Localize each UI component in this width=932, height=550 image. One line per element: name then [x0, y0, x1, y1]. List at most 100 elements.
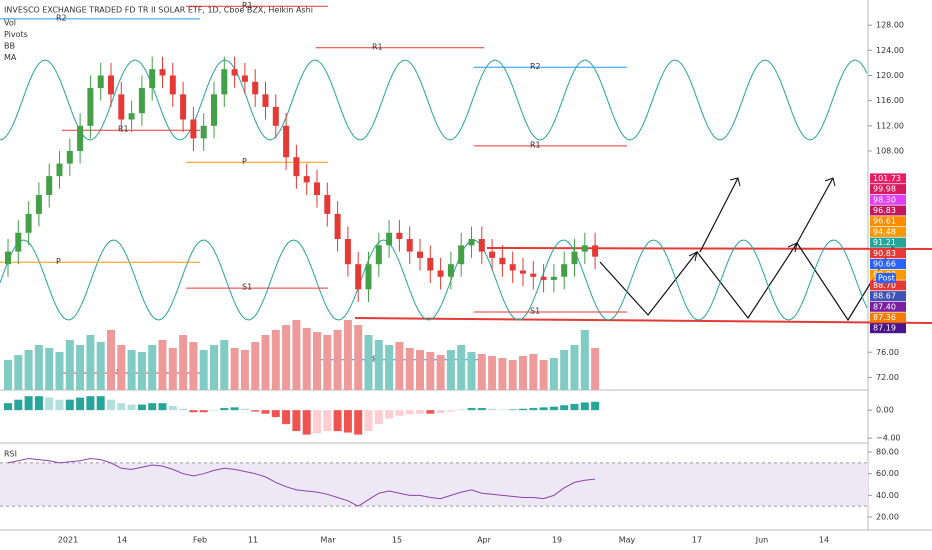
- candle-body: [468, 239, 475, 246]
- candle-body: [314, 182, 320, 195]
- x-tick-label: Apr: [477, 536, 492, 545]
- candle-body: [386, 232, 393, 246]
- volume-bar: [282, 325, 291, 390]
- macd-bar: [570, 403, 579, 411]
- candle-body: [221, 69, 228, 95]
- macd-bar: [488, 408, 497, 411]
- arrow-head: [688, 251, 698, 262]
- macd-bar: [189, 410, 198, 413]
- candle-body: [581, 245, 588, 252]
- projection-path: [599, 241, 896, 322]
- macd-bar: [416, 410, 424, 414]
- price-tag: [870, 184, 906, 195]
- volume-bar: [76, 345, 85, 390]
- candle-body: [509, 264, 516, 271]
- candle-body: [283, 125, 290, 158]
- candle-body: [118, 94, 125, 120]
- candle-body: [530, 273, 537, 277]
- candle-body: [499, 257, 506, 265]
- price-tag-label: 87.36: [873, 313, 896, 322]
- price-tag: [870, 301, 906, 312]
- rsi-band: [0, 462, 868, 507]
- volume-bar: [251, 342, 260, 390]
- macd-bar: [168, 405, 177, 411]
- candle-body: [262, 94, 269, 107]
- macd-bar: [426, 410, 435, 414]
- volume-bar: [436, 355, 445, 390]
- candle-body: [149, 69, 156, 89]
- candle-body: [303, 176, 310, 183]
- macd-bar: [55, 399, 64, 411]
- y-tick-label: 72.00: [876, 373, 899, 382]
- candle-body: [190, 119, 197, 139]
- volume-bar: [395, 342, 404, 390]
- macd-bar: [323, 410, 332, 432]
- projection-arrow: [699, 177, 739, 253]
- pivot-label: R1: [242, 1, 253, 10]
- price-tag-label: 91.21: [873, 238, 896, 247]
- candle-body: [77, 125, 84, 151]
- macd-bar: [158, 403, 167, 411]
- candle-body: [169, 75, 176, 95]
- candle-body: [200, 125, 207, 139]
- macd-bar: [261, 410, 270, 414]
- volume-bar: [591, 348, 600, 390]
- projection-arrow: [796, 177, 834, 244]
- price-tag: [870, 291, 906, 302]
- indicator-label: MA: [4, 53, 17, 62]
- x-tick-label: Feb: [193, 536, 207, 545]
- price-tag-label: 99.98: [873, 185, 896, 194]
- y-tick-label: 80.00: [876, 448, 899, 457]
- arrow-head: [787, 242, 798, 253]
- volume-bar: [14, 355, 23, 390]
- x-tick-label: May: [619, 536, 636, 545]
- candle-body: [592, 245, 599, 257]
- price-tag-label: 90.66: [873, 260, 896, 269]
- volume-bar: [127, 350, 136, 390]
- macd-bar: [199, 410, 208, 413]
- candle-body: [128, 113, 135, 120]
- support-line: [354, 317, 932, 324]
- drawings: [354, 177, 932, 324]
- macd-bar: [405, 410, 414, 415]
- candle-body: [571, 251, 578, 265]
- volume-bar: [519, 356, 527, 390]
- rsi-label: RSI: [4, 450, 17, 459]
- indicator-label: Pivots: [4, 30, 28, 39]
- volume-bar: [220, 340, 229, 390]
- rsi-line: [7, 457, 596, 507]
- macd-bar: [65, 399, 74, 411]
- candle-body: [550, 276, 557, 280]
- candle-body: [447, 264, 454, 277]
- macd-bar: [467, 408, 476, 411]
- macd-bar: [591, 401, 600, 411]
- candle-body: [478, 239, 485, 252]
- pivot-label: R2: [530, 62, 541, 71]
- volume-bar: [426, 352, 435, 390]
- price-tag: [870, 173, 906, 184]
- price-tag: [870, 216, 906, 227]
- price-tag-label: 96.61: [873, 217, 896, 226]
- y-tick-label: 76.00: [876, 348, 899, 357]
- y-tick-label: 20.00: [876, 513, 899, 522]
- x-tick-label: 2021: [58, 536, 78, 545]
- candle-body: [406, 239, 413, 252]
- macd-bar: [127, 404, 136, 411]
- volume-bar: [271, 330, 280, 390]
- indicator-label: Vol: [4, 19, 16, 28]
- pivot-label: P: [56, 257, 61, 266]
- candle-body: [375, 245, 382, 265]
- pivot-label: P: [242, 157, 247, 166]
- candle-body: [87, 88, 94, 126]
- volume-bar: [65, 340, 74, 390]
- volume-bar: [55, 352, 64, 390]
- x-tick-label: 14: [819, 536, 829, 545]
- macd-bar: [220, 408, 229, 411]
- candle-body: [489, 251, 496, 258]
- y-tick-label: 40.00: [876, 491, 899, 500]
- macd-bar: [34, 396, 43, 411]
- y-tick-label: 116.00: [876, 96, 904, 105]
- candle-body: [5, 251, 11, 265]
- x-tick-label: 15: [392, 536, 402, 545]
